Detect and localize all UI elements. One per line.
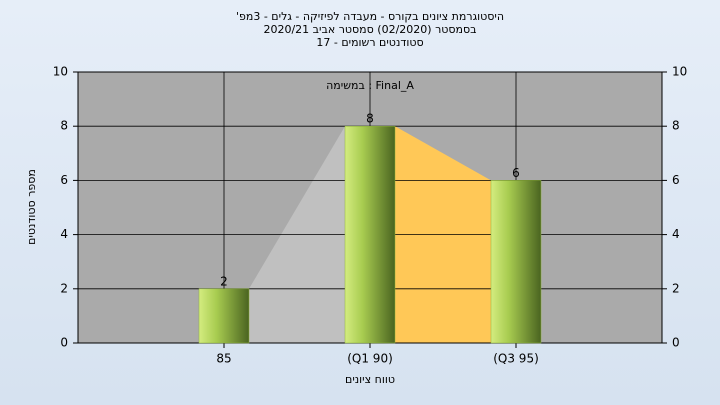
y2-tick-label: 6 bbox=[672, 173, 680, 187]
y2-tick-label: 10 bbox=[672, 65, 687, 79]
chart-title: היסטוגרמת ציונים בקורס - מעבדה לפיזיקה -… bbox=[236, 10, 504, 23]
bar bbox=[344, 125, 396, 344]
chart-subtitle: סטודנטים רשומים - 17 bbox=[316, 36, 423, 49]
y-axis-label: מספר סטודנטים bbox=[25, 169, 38, 245]
y2-tick-label: 8 bbox=[672, 119, 680, 133]
x-axis-label: טווח ציונים bbox=[345, 373, 395, 386]
value-label: 6 bbox=[512, 166, 520, 180]
bar bbox=[198, 288, 250, 344]
y-tick-label: 10 bbox=[53, 65, 68, 79]
x-tick-label: 85 bbox=[216, 352, 231, 366]
y-tick-label: 6 bbox=[60, 173, 68, 187]
y-tick-label: 8 bbox=[60, 119, 68, 133]
bar bbox=[490, 180, 542, 344]
y-tick-label: 0 bbox=[60, 336, 68, 350]
value-label: 2 bbox=[220, 274, 228, 288]
y-tick-label: 2 bbox=[60, 281, 68, 295]
x-tick-label: (Q1 90) bbox=[347, 352, 393, 366]
y2-tick-label: 4 bbox=[672, 227, 680, 241]
y2-tick-label: 2 bbox=[672, 281, 680, 295]
y-tick-label: 4 bbox=[60, 227, 68, 241]
value-label: 8 bbox=[366, 112, 374, 126]
chart-subtitle: בסמסטר (02/2020) סמסטר אביב 2020/21 bbox=[263, 23, 476, 36]
x-tick-label: (Q3 95) bbox=[493, 352, 539, 366]
y2-tick-label: 0 bbox=[672, 336, 680, 350]
